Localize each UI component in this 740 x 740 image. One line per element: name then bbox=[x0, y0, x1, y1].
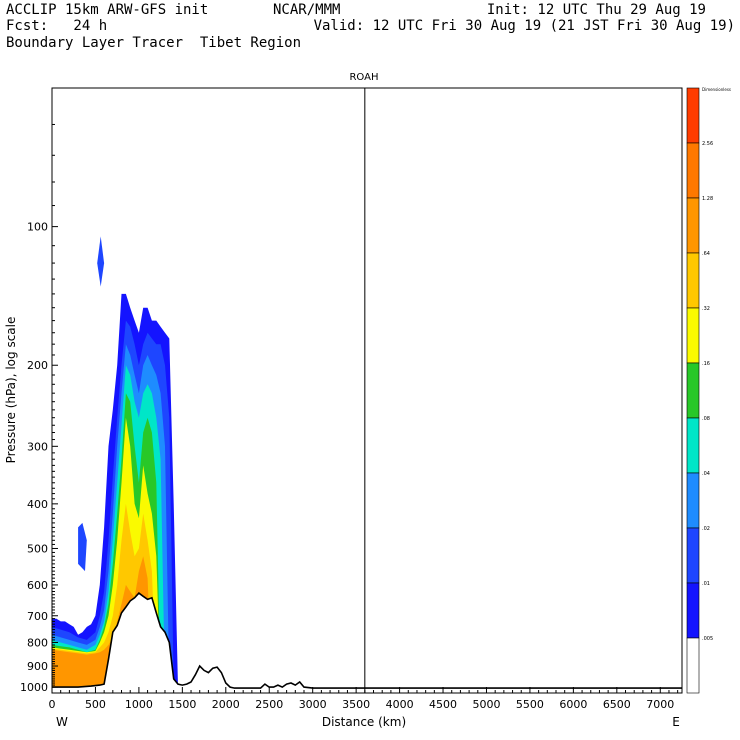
x-tick-label: 1500 bbox=[168, 698, 196, 711]
x-tick-label: 2000 bbox=[212, 698, 240, 711]
colorbar-label: .02 bbox=[702, 526, 710, 532]
terrain-mask bbox=[52, 593, 682, 693]
y-tick-label: 400 bbox=[27, 498, 48, 511]
x-tick-label: 5000 bbox=[472, 698, 500, 711]
header-valid: Valid: 12 UTC Fri 30 Aug 19 (21 JST Fri … bbox=[313, 18, 735, 34]
colorbar-label: .08 bbox=[702, 416, 710, 422]
y-tick-label: 200 bbox=[27, 359, 48, 372]
header-model: ACCLIP 15km ARW-GFS init bbox=[6, 2, 209, 18]
colorbar-swatch bbox=[686, 582, 700, 639]
colorbar-swatch bbox=[686, 417, 700, 474]
colorbar-swatch bbox=[686, 362, 700, 419]
colorbar-swatch bbox=[686, 307, 700, 364]
x-tick-label: 4000 bbox=[386, 698, 414, 711]
y-tick-label: 1000 bbox=[20, 681, 48, 694]
x-tick-label: 2500 bbox=[255, 698, 283, 711]
y-tick-label: 700 bbox=[27, 610, 48, 623]
colorbar-label: .64 bbox=[702, 251, 710, 257]
header-product: Boundary Layer Tracer Tibet Region bbox=[6, 35, 302, 51]
tracer-blob-0 bbox=[97, 236, 105, 287]
x-end-right: E bbox=[672, 715, 680, 729]
y-axis-label: Pressure (hPa), log scale bbox=[4, 317, 18, 464]
terrain-line bbox=[52, 592, 682, 689]
colorbar-label: .04 bbox=[702, 471, 710, 477]
x-tick-label: 6000 bbox=[559, 698, 587, 711]
y-tick-label: 800 bbox=[27, 636, 48, 649]
x-tick-label: 7000 bbox=[646, 698, 674, 711]
colorbar-title: Dimensionless bbox=[702, 87, 731, 92]
x-axis-label: Distance (km) bbox=[322, 715, 406, 729]
x-tick-label: 500 bbox=[85, 698, 106, 711]
y-tick-label: 500 bbox=[27, 542, 48, 555]
y-tick-label: 300 bbox=[27, 440, 48, 453]
colorbar-label: .32 bbox=[702, 306, 710, 312]
header-org: NCAR/MMM bbox=[273, 2, 341, 18]
colorbar-label: .01 bbox=[702, 581, 710, 587]
x-tick-label: 4500 bbox=[429, 698, 457, 711]
x-end-left: W bbox=[56, 715, 68, 729]
y-tick-label: 100 bbox=[27, 221, 48, 234]
header-init: Init: 12 UTC Thu 29 Aug 19 bbox=[486, 2, 706, 18]
colorbar-swatch bbox=[686, 142, 700, 199]
x-tick-label: 1000 bbox=[125, 698, 153, 711]
y-tick-label: 600 bbox=[27, 579, 48, 592]
plot-frame bbox=[51, 87, 683, 694]
x-tick-label: 5500 bbox=[516, 698, 544, 711]
colorbar-label: .005 bbox=[702, 636, 713, 642]
colorbar-swatch bbox=[686, 472, 700, 529]
colorbar-label: .16 bbox=[702, 361, 710, 367]
tracer-blob-1 bbox=[78, 522, 87, 572]
x-tick-label: 0 bbox=[49, 698, 56, 711]
colorbar-swatch bbox=[686, 197, 700, 254]
x-tick-label: 3000 bbox=[299, 698, 327, 711]
y-tick-label: 900 bbox=[27, 660, 48, 673]
x-tick-label: 6500 bbox=[603, 698, 631, 711]
header-fcst: Fcst: 24 h bbox=[6, 18, 108, 34]
x-tick-label: 3500 bbox=[342, 698, 370, 711]
chart-title: ROAH bbox=[349, 72, 378, 83]
colorbar-swatch bbox=[686, 252, 700, 309]
colorbar-swatch bbox=[686, 527, 700, 584]
colorbar-swatch bbox=[686, 87, 700, 144]
colorbar-label: 2.56 bbox=[702, 141, 713, 147]
colorbar-label: 1.28 bbox=[702, 196, 713, 202]
colorbar-swatch bbox=[686, 637, 700, 694]
